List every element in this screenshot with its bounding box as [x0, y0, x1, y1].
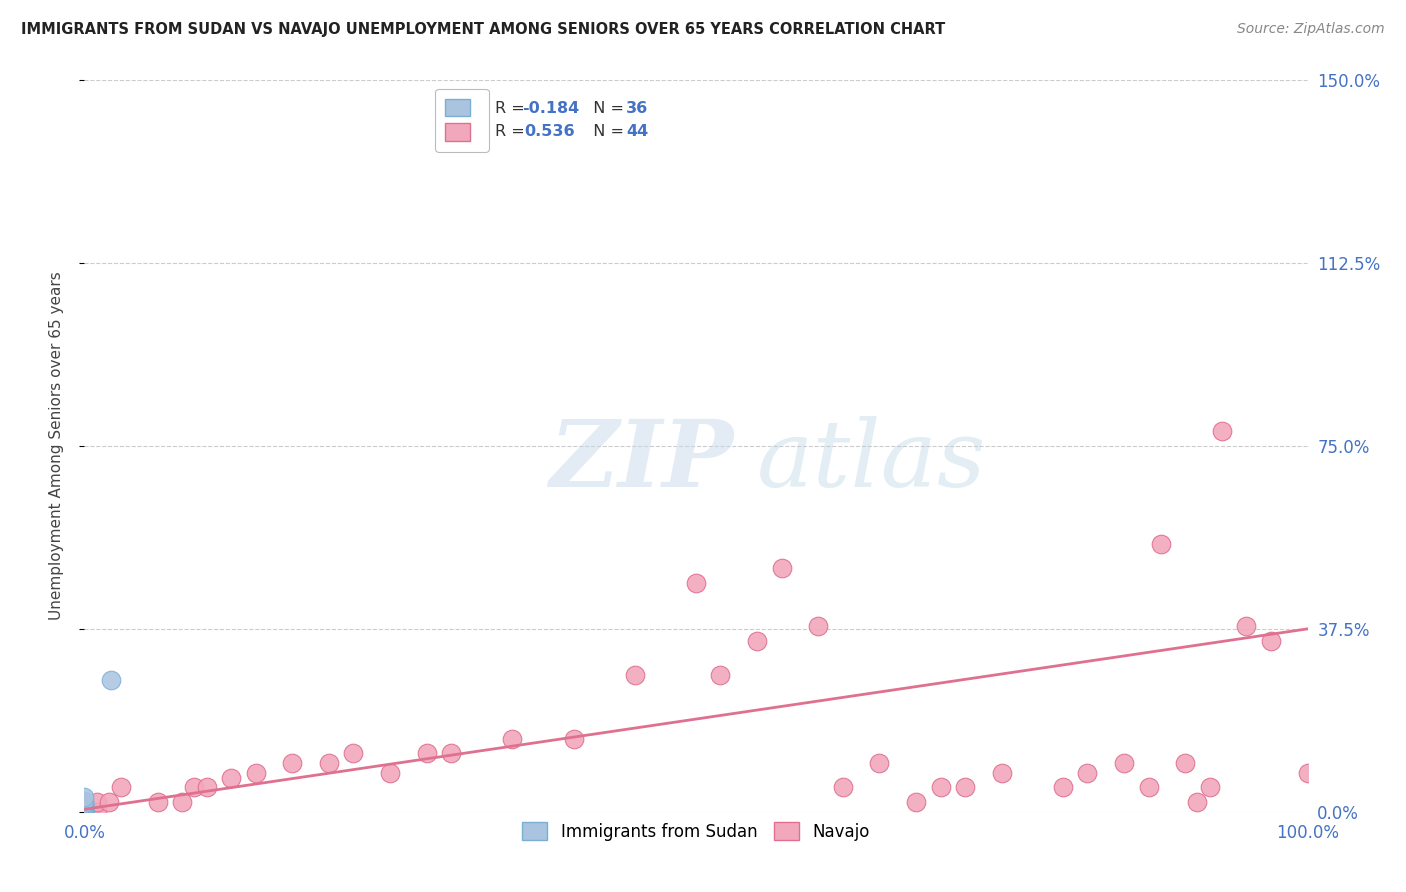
Point: [905, 795, 928, 809]
Point: [991, 765, 1014, 780]
Point: [73, 805, 96, 819]
Point: [73, 805, 96, 819]
Point: [73, 804, 96, 818]
Point: [73, 805, 96, 819]
Point: [73, 805, 96, 819]
Point: [1211, 425, 1233, 439]
Point: [709, 668, 731, 682]
Point: [318, 756, 340, 770]
Point: [97, 795, 120, 809]
Point: [1150, 536, 1173, 550]
Point: [73, 801, 96, 815]
Point: [73, 805, 96, 819]
Point: [1198, 780, 1220, 795]
Text: R =: R =: [495, 102, 530, 116]
Y-axis label: Unemployment Among Seniors over 65 years: Unemployment Among Seniors over 65 years: [49, 272, 63, 620]
Point: [183, 780, 205, 795]
Text: 36: 36: [626, 102, 648, 116]
Point: [73, 805, 96, 819]
Point: [73, 790, 96, 805]
Point: [624, 668, 647, 682]
Text: R =: R =: [495, 124, 536, 139]
Point: [73, 794, 96, 808]
Point: [100, 673, 122, 687]
Point: [172, 795, 194, 809]
Legend: Immigrants from Sudan, Navajo: Immigrants from Sudan, Navajo: [516, 816, 876, 847]
Point: [73, 805, 96, 819]
Point: [73, 798, 96, 813]
Point: [73, 805, 96, 819]
Point: [110, 780, 132, 795]
Text: Source: ZipAtlas.com: Source: ZipAtlas.com: [1237, 22, 1385, 37]
Point: [73, 805, 96, 819]
Point: [1137, 780, 1160, 795]
Point: [1296, 765, 1319, 780]
Point: [146, 795, 169, 809]
Point: [86, 805, 108, 819]
Point: [416, 746, 439, 760]
Point: [73, 802, 96, 816]
Point: [195, 780, 218, 795]
Point: [380, 765, 402, 780]
Point: [73, 802, 96, 816]
Point: [685, 575, 707, 590]
Point: [73, 805, 96, 819]
Text: ZIP: ZIP: [550, 416, 734, 506]
Text: -0.184: -0.184: [522, 102, 579, 116]
Point: [73, 797, 96, 812]
Text: IMMIGRANTS FROM SUDAN VS NAVAJO UNEMPLOYMENT AMONG SENIORS OVER 65 YEARS CORRELA: IMMIGRANTS FROM SUDAN VS NAVAJO UNEMPLOY…: [21, 22, 945, 37]
Point: [953, 780, 976, 795]
Text: N =: N =: [583, 102, 630, 116]
Point: [869, 756, 891, 770]
Point: [73, 803, 96, 817]
Point: [73, 805, 96, 819]
Point: [73, 805, 96, 819]
Point: [831, 780, 853, 795]
Point: [747, 634, 769, 648]
Point: [502, 731, 524, 746]
Point: [73, 805, 96, 819]
Point: [1114, 756, 1136, 770]
Point: [73, 805, 96, 819]
Point: [73, 805, 96, 819]
Point: [73, 802, 96, 816]
Point: [73, 805, 96, 819]
Text: atlas: atlas: [758, 416, 987, 506]
Point: [73, 805, 96, 819]
Point: [219, 771, 242, 785]
Point: [1076, 765, 1098, 780]
Text: 44: 44: [626, 124, 648, 139]
Point: [73, 796, 96, 810]
Point: [1260, 634, 1282, 648]
Text: 0.536: 0.536: [524, 124, 575, 139]
Point: [73, 795, 96, 809]
Point: [281, 756, 304, 770]
Point: [73, 800, 96, 814]
Point: [73, 805, 96, 819]
Point: [73, 805, 96, 819]
Point: [342, 746, 364, 760]
Point: [245, 765, 267, 780]
Point: [73, 805, 96, 819]
Point: [1052, 780, 1074, 795]
Point: [562, 731, 585, 746]
Point: [770, 561, 793, 575]
Point: [440, 746, 463, 760]
Point: [1187, 795, 1209, 809]
Point: [807, 619, 830, 633]
Point: [73, 805, 96, 819]
Point: [86, 795, 108, 809]
Point: [1236, 619, 1258, 633]
Point: [73, 800, 96, 814]
Point: [1174, 756, 1197, 770]
Point: [73, 803, 96, 817]
Point: [929, 780, 952, 795]
Point: [73, 801, 96, 815]
Text: N =: N =: [583, 124, 630, 139]
